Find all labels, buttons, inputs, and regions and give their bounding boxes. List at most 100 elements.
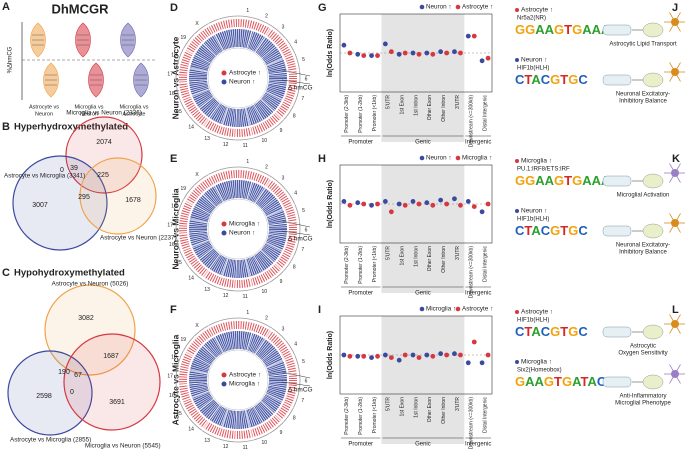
chromosome-label: 19 bbox=[180, 186, 186, 192]
odds-point bbox=[424, 50, 430, 56]
chromosome-label: 6 bbox=[305, 77, 308, 83]
x-tick-label: Other Exon bbox=[427, 246, 433, 272]
set-label: Microglia vs Neuron (2336) bbox=[66, 110, 142, 117]
inner-ring bbox=[207, 198, 269, 260]
x-tick-label: Promoter (2-3kb) bbox=[344, 95, 350, 133]
x-tick-label: Promoter (<1kb) bbox=[372, 397, 378, 434]
set-label: Astrocyte vs Microglia (3341) bbox=[4, 173, 85, 180]
odds-point bbox=[410, 199, 416, 204]
tf-pill bbox=[602, 24, 632, 36]
cell-process bbox=[674, 71, 681, 82]
tf-label: HIF1b(HLH) bbox=[517, 318, 549, 324]
chromosome-divider bbox=[264, 241, 294, 257]
odds-point bbox=[388, 355, 394, 360]
chromosome-divider bbox=[245, 107, 254, 139]
cell-process bbox=[674, 213, 681, 224]
chromosome-divider bbox=[176, 382, 209, 386]
odds-point bbox=[458, 50, 463, 56]
odds-point bbox=[402, 202, 408, 208]
chromosome-label: 12 bbox=[223, 444, 229, 450]
cell-process bbox=[669, 163, 676, 174]
x-tick-label: 1st Exon bbox=[400, 397, 406, 417]
odds-point bbox=[465, 360, 471, 366]
chromosome-divider bbox=[259, 249, 284, 272]
chromosome-label: 4 bbox=[294, 190, 297, 196]
chromosome-label: 12 bbox=[223, 142, 229, 148]
tf-label: Six2(Homeobox) bbox=[517, 368, 562, 374]
chromosome-divider bbox=[260, 339, 286, 361]
outcome-label: Inhibitory Balance bbox=[619, 250, 667, 256]
legend-label: Astrocyte ↑ bbox=[229, 70, 261, 77]
odds-point bbox=[452, 351, 457, 357]
odds-point bbox=[402, 50, 408, 56]
chromosome-label: 14 bbox=[188, 276, 194, 282]
chromosome-divider bbox=[188, 247, 215, 268]
cell-dot bbox=[515, 360, 519, 364]
inner-ring bbox=[207, 349, 269, 411]
odds-point bbox=[438, 197, 444, 203]
chromosome-label: 3 bbox=[282, 24, 285, 30]
chromosome-divider bbox=[183, 48, 212, 64]
chromosome-divider bbox=[253, 254, 270, 283]
chromosome-label: 13 bbox=[204, 438, 210, 444]
chromosome-divider bbox=[235, 409, 238, 442]
group-label: Promoter bbox=[348, 442, 373, 448]
gene bbox=[642, 22, 664, 38]
venn-set bbox=[63, 333, 161, 431]
group-label: Promoter bbox=[348, 291, 373, 297]
x-tick-label: Downstream (<=300kb) bbox=[469, 95, 475, 148]
odds-point bbox=[471, 339, 477, 345]
track-label: Δ hmCG bbox=[288, 85, 313, 92]
x-tick-label: Promoter (1-2kb) bbox=[358, 246, 364, 284]
odds-point bbox=[416, 355, 422, 360]
x-tick-label: 1st Intron bbox=[413, 95, 419, 116]
odds-point bbox=[452, 196, 457, 202]
chromosome-label: 16 bbox=[169, 242, 175, 248]
legend-dot bbox=[419, 306, 425, 312]
cell-process bbox=[669, 172, 676, 183]
count-label: 3082 bbox=[78, 315, 94, 322]
x-tick-label: Neuron bbox=[35, 111, 53, 117]
chromosome-divider bbox=[265, 204, 296, 218]
chromosome-label: 17 bbox=[167, 222, 173, 228]
odds-point bbox=[388, 49, 394, 55]
chromosome-label: 15 bbox=[176, 260, 182, 266]
odds-point bbox=[444, 352, 450, 358]
odds-point bbox=[402, 352, 408, 358]
chromosome-divider bbox=[264, 392, 294, 408]
genic-shade bbox=[381, 14, 465, 142]
panel-letter: L bbox=[672, 304, 679, 316]
x-tick-label: Promoter (2-3kb) bbox=[344, 397, 350, 435]
y-axis-label: ln(Odds Ratio) bbox=[327, 29, 334, 77]
y-axis-label: ln(Odds Ratio) bbox=[327, 180, 334, 228]
legend-dot bbox=[221, 221, 227, 227]
x-tick-label: Microglia vs bbox=[119, 104, 148, 110]
motif-logo: CTACGTGC bbox=[515, 223, 588, 238]
odds-point bbox=[341, 352, 347, 358]
odds-point bbox=[471, 204, 477, 210]
cell-process bbox=[669, 314, 676, 325]
chromosome-divider bbox=[193, 184, 217, 209]
gene bbox=[642, 173, 664, 189]
cell-label: Neuron ↑ bbox=[521, 208, 547, 215]
odds-point bbox=[361, 201, 367, 207]
count-label: 1687 bbox=[103, 353, 119, 360]
chromosome-divider bbox=[245, 258, 254, 290]
x-tick-label: Promoter (1-2kb) bbox=[358, 397, 364, 435]
cell-process bbox=[674, 373, 681, 384]
chromosome-divider bbox=[254, 177, 273, 205]
odds-point bbox=[465, 33, 471, 39]
chromosome-label: 10 bbox=[261, 440, 267, 446]
odds-point bbox=[479, 209, 485, 215]
group-label: Intergenic bbox=[465, 140, 491, 146]
odds-point bbox=[479, 58, 485, 64]
row-title: Neuron vs Microglia bbox=[170, 188, 180, 270]
count-label: 0 bbox=[70, 389, 74, 396]
count-label: 1678 bbox=[125, 197, 141, 204]
chromosome-divider bbox=[267, 70, 300, 75]
chromosome-divider bbox=[235, 107, 238, 140]
chromosome-divider bbox=[264, 90, 294, 106]
odds-point bbox=[485, 352, 491, 358]
